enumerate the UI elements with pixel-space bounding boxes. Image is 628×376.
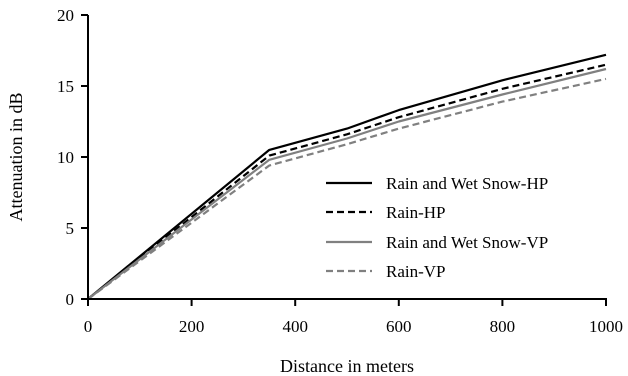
y-tick-label: 20	[57, 6, 74, 25]
x-tick-label: 400	[282, 317, 308, 336]
legend-label-2: Rain and Wet Snow-VP	[386, 233, 548, 252]
legend-label-3: Rain-VP	[386, 262, 446, 281]
axes	[87, 15, 607, 300]
x-ticks: 0 200 400 600 800 1000	[84, 299, 623, 336]
legend-label-0: Rain and Wet Snow-HP	[386, 174, 548, 193]
legend-label-1: Rain-HP	[386, 203, 446, 222]
x-axis-title: Distance in meters	[280, 356, 414, 376]
series-line-3	[87, 77, 607, 300]
y-tick-label: 10	[57, 148, 74, 167]
y-tick-label: 5	[66, 219, 75, 238]
series-line-0	[87, 53, 607, 300]
x-tick-label: 0	[84, 317, 93, 336]
y-tick-label: 0	[66, 290, 75, 309]
legend: Rain and Wet Snow-HP Rain-HP Rain and Wet …	[326, 174, 548, 281]
x-tick-label: 800	[490, 317, 516, 336]
series-line-1	[87, 63, 607, 300]
y-ticks: 0 5 10 15 20	[57, 6, 88, 309]
x-tick-label: 600	[386, 317, 412, 336]
series-lines	[87, 53, 607, 300]
y-tick-label: 15	[57, 77, 74, 96]
x-tick-label: 200	[179, 317, 205, 336]
y-axis-title: Attenuation in dB	[6, 93, 26, 222]
series-line-2	[87, 67, 607, 300]
x-tick-label: 1000	[589, 317, 623, 336]
